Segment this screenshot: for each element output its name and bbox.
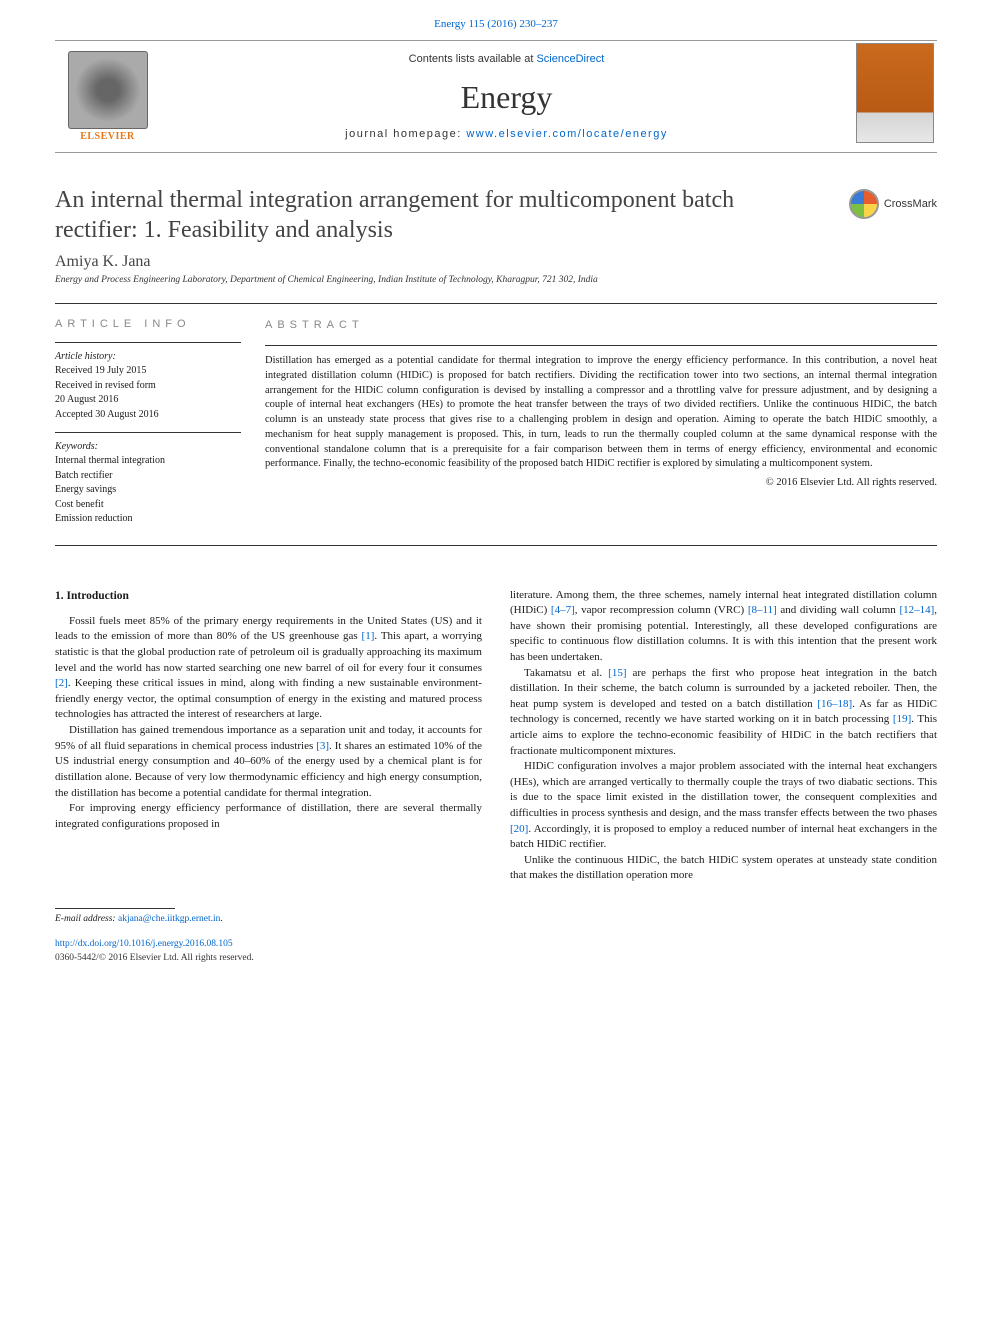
history-item: Accepted 30 August 2016 [55, 408, 241, 423]
body-paragraph: Distillation has gained tremendous impor… [55, 723, 482, 801]
journal-title: Energy [461, 79, 553, 116]
email-link[interactable]: akjana@che.iitkgp.ernet.in [118, 914, 220, 924]
contents-line: Contents lists available at ScienceDirec… [409, 53, 605, 65]
abstract-subrule [265, 345, 937, 346]
email-line: E-mail address: akjana@che.iitkgp.ernet.… [55, 913, 937, 926]
right-column: literature. Among them, the three scheme… [510, 588, 937, 885]
citation-link[interactable]: [12–14] [899, 604, 934, 616]
issn-line: 0360-5442/© 2016 Elsevier Ltd. All right… [55, 952, 937, 965]
body-paragraph: Unlike the continuous HIDiC, the batch H… [510, 853, 937, 884]
info-abstract-row: ARTICLE INFO Article history: Received 1… [55, 304, 937, 545]
crossmark-badge[interactable]: CrossMark [849, 189, 937, 219]
body-paragraph: Takamatsu et al. [15] are perhaps the fi… [510, 666, 937, 760]
homepage-line: journal homepage: www.elsevier.com/locat… [345, 128, 668, 140]
citation-link[interactable]: [19] [893, 713, 911, 725]
journal-cover-icon [856, 43, 934, 143]
keyword: Cost benefit [55, 498, 241, 513]
article-info-header: ARTICLE INFO [55, 318, 241, 330]
body-paragraph: Fossil fuels meet 85% of the primary ene… [55, 614, 482, 723]
info-subrule-1 [55, 342, 241, 343]
crossmark-label: CrossMark [884, 198, 937, 210]
citation-link[interactable]: [2] [55, 677, 68, 689]
article-info-block: ARTICLE INFO Article history: Received 1… [55, 318, 265, 527]
citation-link[interactable]: [8–11] [748, 604, 777, 616]
doi-link[interactable]: http://dx.doi.org/10.1016/j.energy.2016.… [55, 939, 233, 949]
history-item: Received 19 July 2015 [55, 364, 241, 379]
citation-link[interactable]: [20] [510, 823, 528, 835]
body-paragraph: literature. Among them, the three scheme… [510, 588, 937, 666]
homepage-prefix: journal homepage: [345, 128, 466, 140]
footer-rule [55, 908, 175, 909]
abstract-copyright: © 2016 Elsevier Ltd. All rights reserved… [265, 476, 937, 491]
sciencedirect-link[interactable]: ScienceDirect [536, 53, 604, 65]
title-block: An internal thermal integration arrangem… [55, 185, 937, 245]
homepage-link[interactable]: www.elsevier.com/locate/energy [466, 128, 668, 140]
doi-line: http://dx.doi.org/10.1016/j.energy.2016.… [55, 938, 937, 951]
abstract-header: ABSTRACT [265, 318, 937, 333]
journal-header: ELSEVIER Contents lists available at Sci… [55, 40, 937, 153]
keywords-header: Keywords: [55, 441, 241, 452]
abstract-block: ABSTRACT Distillation has emerged as a p… [265, 318, 937, 527]
journal-reference: Energy 115 (2016) 230–237 [0, 0, 992, 40]
header-center: Contents lists available at ScienceDirec… [160, 41, 853, 152]
email-suffix: . [220, 914, 222, 924]
citation-link[interactable]: [3] [316, 740, 329, 752]
crossmark-icon [849, 189, 879, 219]
body-paragraph: HIDiC configuration involves a major pro… [510, 759, 937, 853]
keyword: Batch rectifier [55, 469, 241, 484]
divider-bottom [55, 545, 937, 546]
article-title: An internal thermal integration arrangem… [55, 185, 815, 245]
footer-block: E-mail address: akjana@che.iitkgp.ernet.… [55, 908, 937, 965]
keyword: Energy savings [55, 483, 241, 498]
section-heading-intro: 1. Introduction [55, 588, 482, 604]
author-affiliation: Energy and Process Engineering Laborator… [55, 275, 937, 285]
publisher-label: ELSEVIER [80, 131, 135, 142]
body-paragraph: For improving energy efficiency performa… [55, 801, 482, 832]
journal-cover-box [853, 41, 937, 152]
history-item: 20 August 2016 [55, 393, 241, 408]
citation-link[interactable]: [1] [362, 630, 375, 642]
citation-link[interactable]: [16–18] [817, 698, 852, 710]
history-header: Article history: [55, 351, 241, 362]
left-column: 1. Introduction Fossil fuels meet 85% of… [55, 588, 482, 885]
citation-link[interactable]: [4–7] [551, 604, 575, 616]
keyword: Emission reduction [55, 512, 241, 527]
citation-link[interactable]: [15] [608, 667, 626, 679]
author-name: Amiya K. Jana [55, 253, 937, 271]
info-subrule-2 [55, 432, 241, 433]
email-label: E-mail address: [55, 914, 118, 924]
body-columns: 1. Introduction Fossil fuels meet 85% of… [55, 588, 937, 885]
publisher-logo-box: ELSEVIER [55, 41, 160, 152]
contents-prefix: Contents lists available at [409, 53, 537, 65]
elsevier-tree-icon [68, 51, 148, 129]
history-item: Received in revised form [55, 379, 241, 394]
abstract-body: Distillation has emerged as a potential … [265, 354, 937, 472]
keyword: Internal thermal integration [55, 454, 241, 469]
